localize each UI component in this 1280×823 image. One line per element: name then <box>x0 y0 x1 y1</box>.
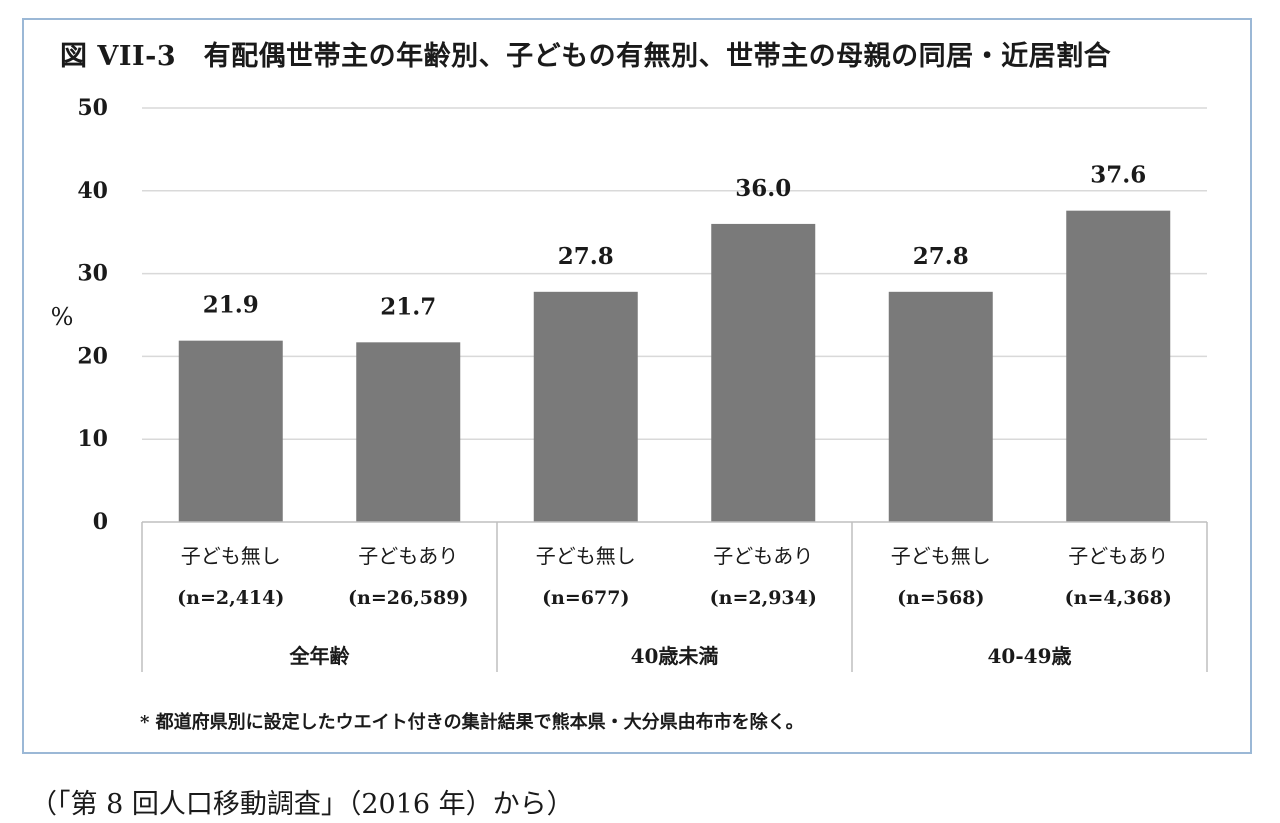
data-label: 27.8 <box>913 243 969 270</box>
sample-size-label: (n=2,934) <box>710 587 817 609</box>
category-label: 子ども無し <box>536 544 636 568</box>
y-tick-label: 20 <box>77 343 108 369</box>
bar <box>178 340 283 522</box>
group-label: 40歳未満 <box>631 644 719 668</box>
bar <box>533 291 638 522</box>
sample-size-label: (n=677) <box>542 587 629 609</box>
group-label: 全年齢 <box>289 644 351 668</box>
y-tick-label: 30 <box>77 261 108 287</box>
sample-size-label: (n=568) <box>897 587 984 609</box>
category-label: 子どもあり <box>358 544 458 568</box>
bar <box>888 291 993 522</box>
y-tick-label: 10 <box>77 426 108 452</box>
category-label: 子どもあり <box>713 544 813 568</box>
category-label: 子どもあり <box>1068 544 1168 568</box>
data-label: 21.7 <box>380 293 436 320</box>
y-tick-label: 0 <box>93 509 108 535</box>
y-tick-label: 50 <box>77 95 108 121</box>
group-label: 40-49歳 <box>988 644 1072 668</box>
bar <box>1066 210 1171 522</box>
footnote: * 都道府県別に設定したウエイト付きの集計結果で熊本県・大分県由布市を除く。 <box>140 712 804 733</box>
source-note: （「第 8 回人口移動調査」（2016 年）から） <box>30 789 574 820</box>
category-label: 子ども無し <box>181 544 281 568</box>
category-label: 子ども無し <box>891 544 991 568</box>
sample-size-label: (n=2,414) <box>177 587 284 609</box>
y-axis-label: % <box>51 303 74 331</box>
data-label: 27.8 <box>558 243 614 270</box>
sample-size-label: (n=26,589) <box>348 587 468 609</box>
bar <box>356 342 461 522</box>
chart-title: 図 VII-3 有配偶世帯主の年齢別、子どもの有無別、世帯主の母親の同居・近居割… <box>60 41 1112 72</box>
sample-size-label: (n=4,368) <box>1065 587 1172 609</box>
bar <box>711 223 816 523</box>
data-label: 37.6 <box>1090 162 1146 189</box>
data-label: 36.0 <box>735 175 791 202</box>
data-label: 21.9 <box>203 292 259 319</box>
y-tick-label: 40 <box>77 178 108 204</box>
